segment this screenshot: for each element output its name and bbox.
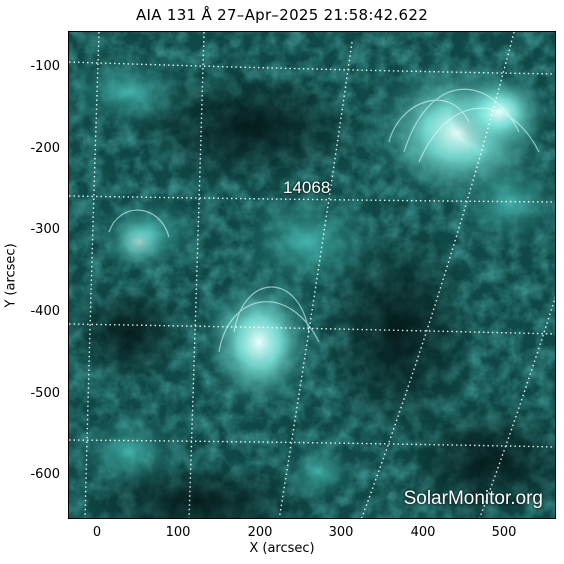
- y-tick-label: -500: [30, 386, 60, 401]
- active-region-label: 14068: [283, 178, 331, 197]
- y-tick-label: -300: [30, 222, 60, 237]
- y-tick-label: -100: [30, 59, 60, 74]
- x-tick-label: 100: [165, 525, 191, 540]
- x-tick-label: 400: [410, 525, 436, 540]
- y-axis-label: Y (arcsec): [3, 243, 19, 308]
- solar-image-svg: [69, 32, 555, 518]
- x-tick-label: 500: [491, 525, 517, 540]
- x-tick-label: 300: [328, 525, 354, 540]
- x-tick-label: 200: [247, 525, 273, 540]
- y-tick-label: -600: [30, 467, 60, 482]
- solar-image: 14068 SolarMonitor.org: [68, 31, 556, 519]
- y-tick-label: -400: [30, 304, 60, 319]
- image-title: AIA 131 Å 27–Apr–2025 21:58:42.622: [135, 6, 429, 24]
- watermark: SolarMonitor.org: [403, 488, 543, 509]
- x-axis-label: X (arcsec): [249, 541, 315, 556]
- x-tick-label: 0: [92, 525, 102, 540]
- y-tick-label: -200: [30, 141, 60, 156]
